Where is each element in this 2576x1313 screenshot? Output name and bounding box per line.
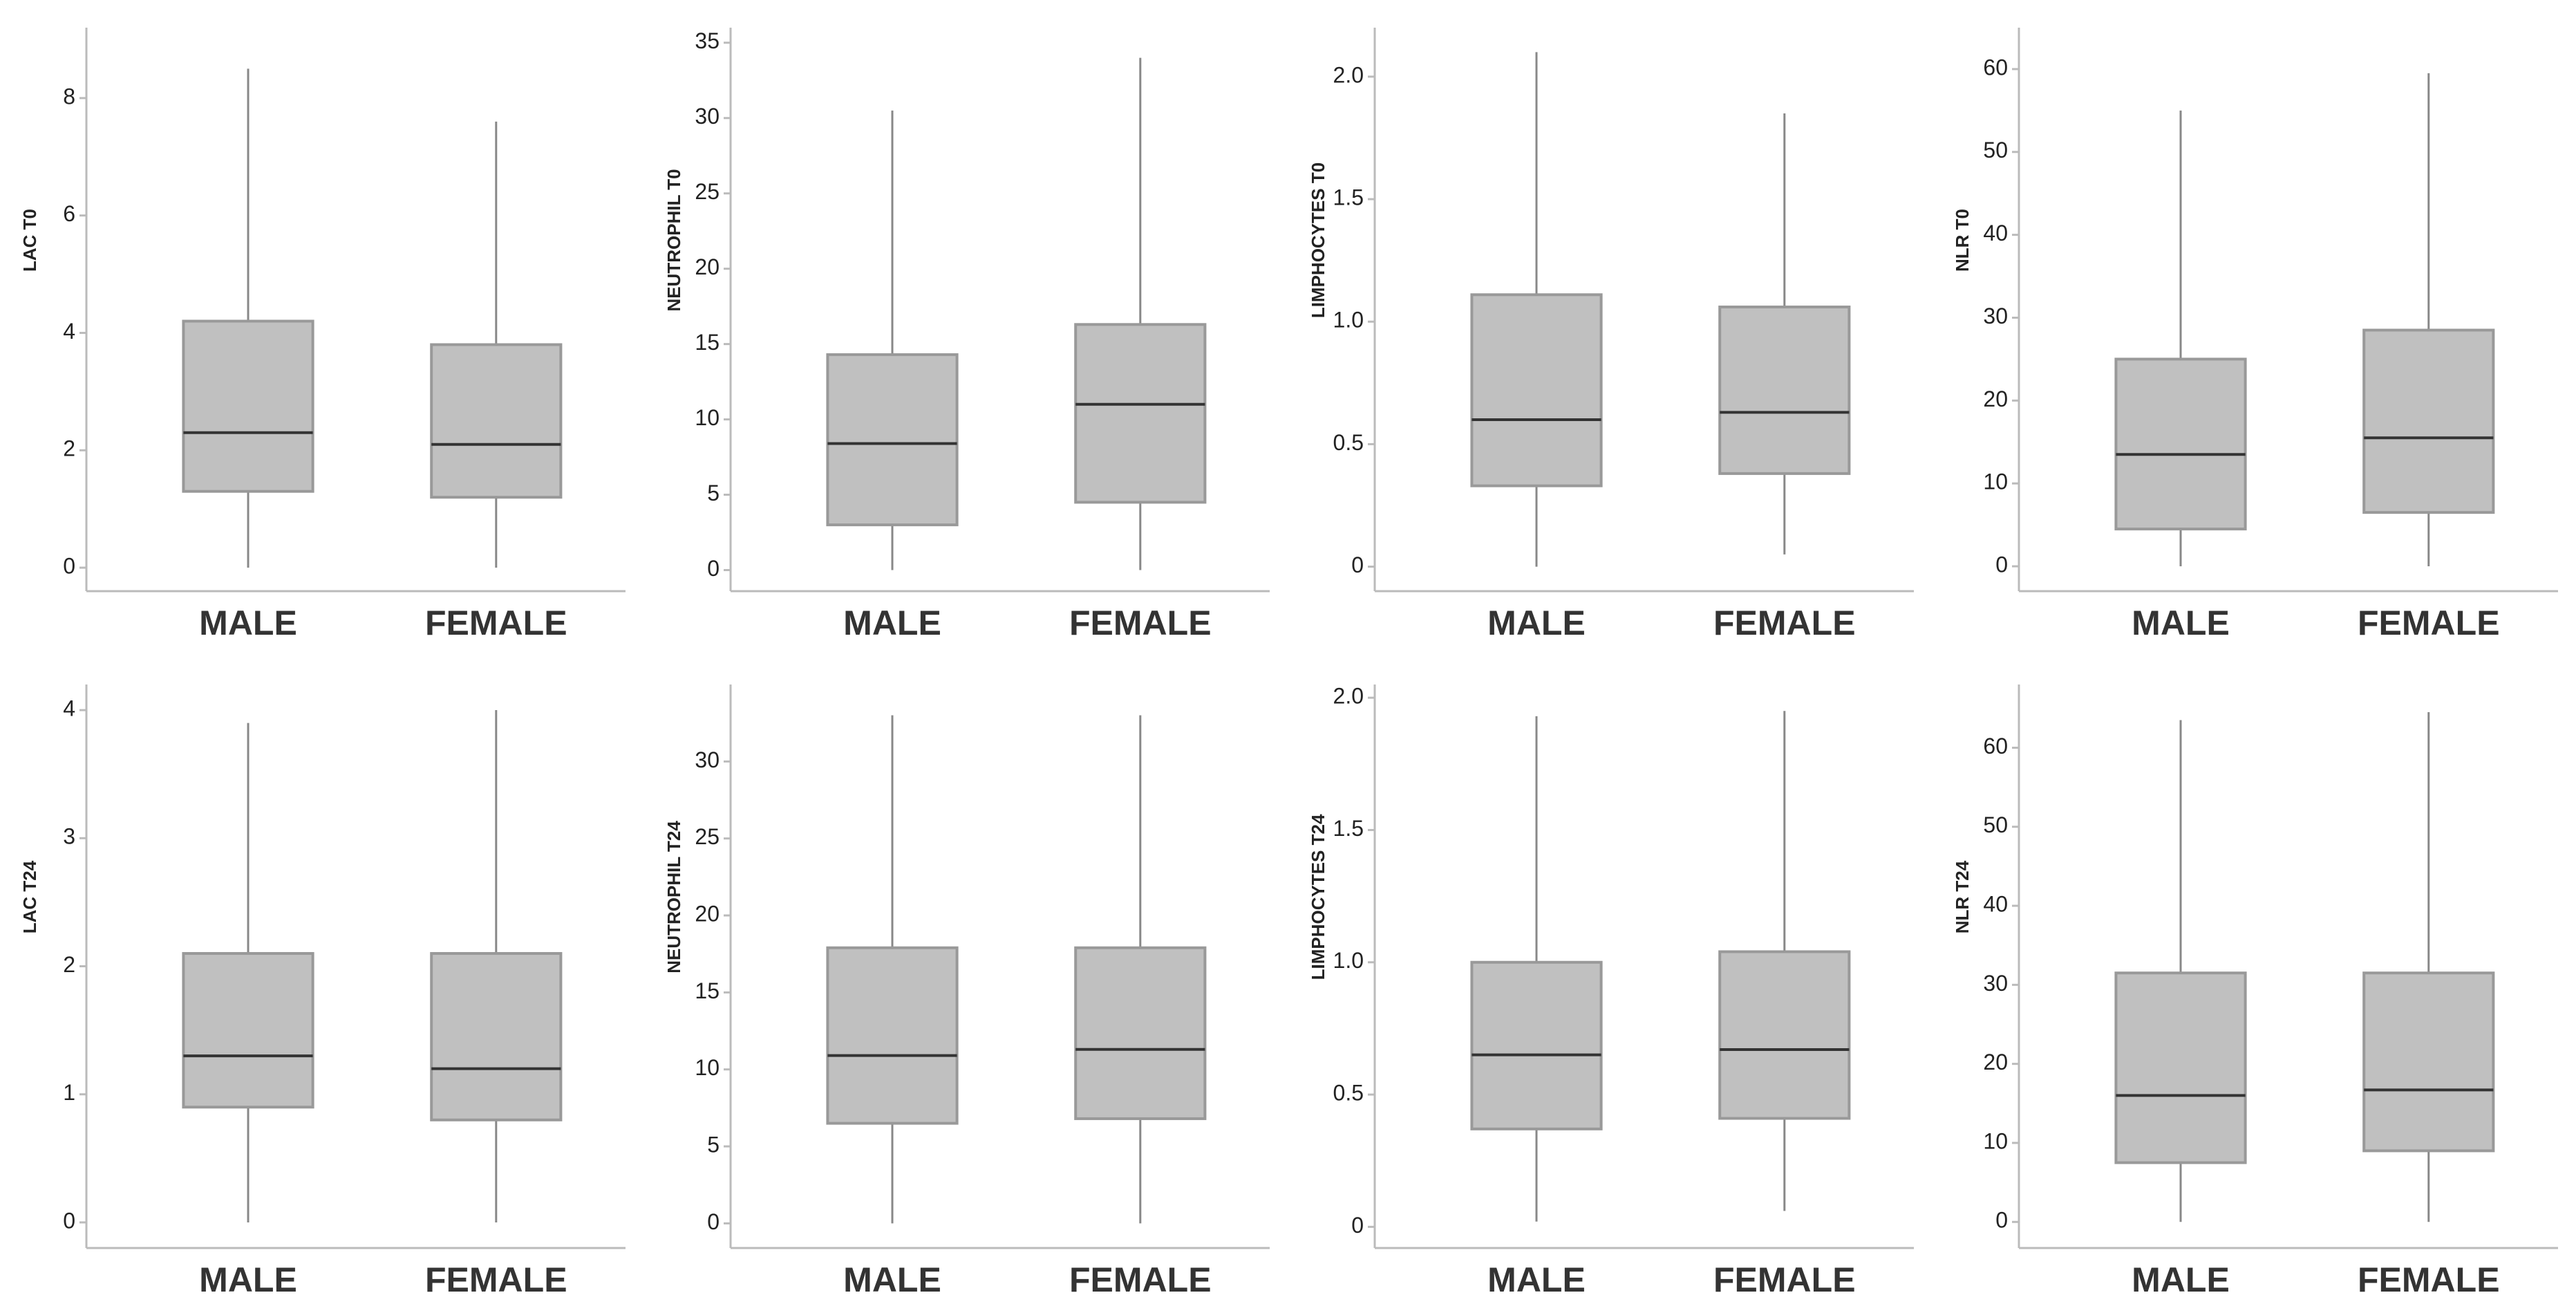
box [1074,946,1207,1120]
y-tick-label: 10 [695,405,720,430]
y-axis-label: LIMPHOCYTES T24 [1308,814,1328,980]
y-tick-label: 1 [63,1080,75,1105]
y-tick-label: 30 [695,747,720,772]
y-tick-label: 60 [1983,734,2008,758]
y-tick-label: 2 [63,952,75,977]
y-tick-label: 0 [707,1209,720,1234]
y-tick-label: 35 [695,28,720,53]
y-tick-label: 2.0 [1333,62,1364,87]
box [826,946,959,1125]
box [2114,357,2247,531]
y-tick-label: 20 [695,254,720,279]
y-axis-label: NEUTROPHIL T24 [664,821,684,974]
x-tick-label: MALE [843,604,941,642]
box [1470,293,1603,487]
y-tick-label: 20 [1983,387,2008,411]
y-tick-label: 1.5 [1333,185,1364,209]
y-tick-label: 30 [1983,971,2008,996]
box [430,343,563,499]
y-tick-label: 15 [695,330,720,355]
y-tick-label: 5 [707,481,720,505]
y-tick-label: 4 [63,696,75,720]
x-tick-label: MALE [843,1260,941,1299]
y-tick-label: 2 [63,436,75,461]
x-tick-label: MALE [199,1260,297,1299]
y-tick-label: 60 [1983,55,2008,80]
box [2114,971,2247,1164]
y-axis-label: LAC T24 [19,860,40,933]
box [430,951,563,1121]
y-tick-label: 20 [1983,1050,2008,1074]
y-tick-label: 0 [1351,1213,1364,1238]
x-tick-label: FEMALE [2358,1260,2500,1299]
y-tick-label: 0 [1995,1208,2008,1233]
panel: 0 2 4 6 8 LAC T0 MALE FEMALE [19,28,626,642]
x-tick-label: MALE [199,604,297,642]
y-tick-label: 50 [1983,138,2008,162]
x-tick-label: MALE [2132,1260,2230,1299]
y-tick-label: 25 [695,824,720,849]
y-tick-label: 0 [63,553,75,578]
y-tick-label: 25 [695,179,720,204]
y-tick-label: 1.5 [1333,816,1364,841]
box [826,353,959,527]
panel: 0 1 2 3 4 LAC T24 MALE FEMALE [19,685,626,1299]
y-tick-label: 4 [63,319,75,344]
y-axis-label: LAC T0 [19,209,40,272]
panel: 0 0.5 1.0 1.5 2.0 LIMPHOCYTES T24 MALE FEMALE [1308,684,1914,1299]
box [182,951,314,1109]
y-tick-label: 10 [695,1055,720,1080]
y-tick-label: 8 [63,84,75,109]
panel: 0 10 20 30 40 50 60 NLR T24 MALE FEMALE [1952,685,2558,1299]
y-tick-label: 15 [695,978,720,1003]
x-tick-label: FEMALE [425,1260,567,1299]
x-tick-label: FEMALE [1713,1260,1856,1299]
x-tick-label: FEMALE [1069,1260,1212,1299]
y-tick-label: 10 [1983,469,2008,494]
box [1718,305,1851,475]
y-axis-label: LIMPHOCYTES T0 [1308,162,1328,318]
panel: 0 0.5 1.0 1.5 2.0 LIMPHOCYTES T0 MALE FEMALE [1308,28,1914,642]
y-tick-label: 1.0 [1333,948,1364,973]
y-axis-label: NLR T0 [1952,209,1973,272]
y-tick-label: 20 [695,901,720,926]
y-tick-label: 40 [1983,892,2008,917]
y-tick-label: 10 [1983,1128,2008,1153]
box [182,319,314,493]
panel: 0 5 10 15 20 25 30 35 NEUTROPHIL T0 MALE FEMALE [664,28,1270,642]
x-tick-label: MALE [1487,1260,1586,1299]
y-tick-label: 0 [63,1208,75,1233]
x-tick-label: MALE [2132,604,2230,642]
y-tick-label: 3 [63,824,75,849]
panel: 0 10 20 30 40 50 60 NLR T0 MALE FEMALE [1952,28,2558,642]
x-tick-label: FEMALE [2358,604,2500,642]
y-tick-label: 0.5 [1333,430,1364,455]
box [1718,950,1851,1120]
y-tick-label: 1.0 [1333,308,1364,333]
panel: 0 5 10 15 20 25 30 NEUTROPHIL T24 MALE FEMALE [664,685,1270,1299]
x-tick-label: MALE [1487,604,1586,642]
y-tick-label: 0 [1995,552,2008,577]
x-tick-label: FEMALE [1069,604,1212,642]
box [2362,328,2495,514]
y-tick-label: 6 [63,201,75,226]
y-tick-label: 30 [1983,304,2008,328]
y-tick-label: 30 [695,104,720,129]
x-tick-label: FEMALE [425,604,567,642]
box [1470,960,1603,1130]
y-tick-label: 5 [707,1132,720,1157]
y-tick-label: 40 [1983,221,2008,245]
x-tick-label: FEMALE [1713,604,1856,642]
y-tick-label: 0.5 [1333,1081,1364,1106]
y-axis-label: NLR T24 [1952,860,1973,933]
y-tick-label: 0 [707,556,720,581]
y-tick-label: 50 [1983,812,2008,837]
y-axis-label: NEUTROPHIL T0 [664,169,684,311]
box [1074,323,1207,504]
y-tick-label: 0 [1351,552,1364,577]
y-tick-label: 2.0 [1333,684,1364,709]
box [2362,971,2495,1153]
